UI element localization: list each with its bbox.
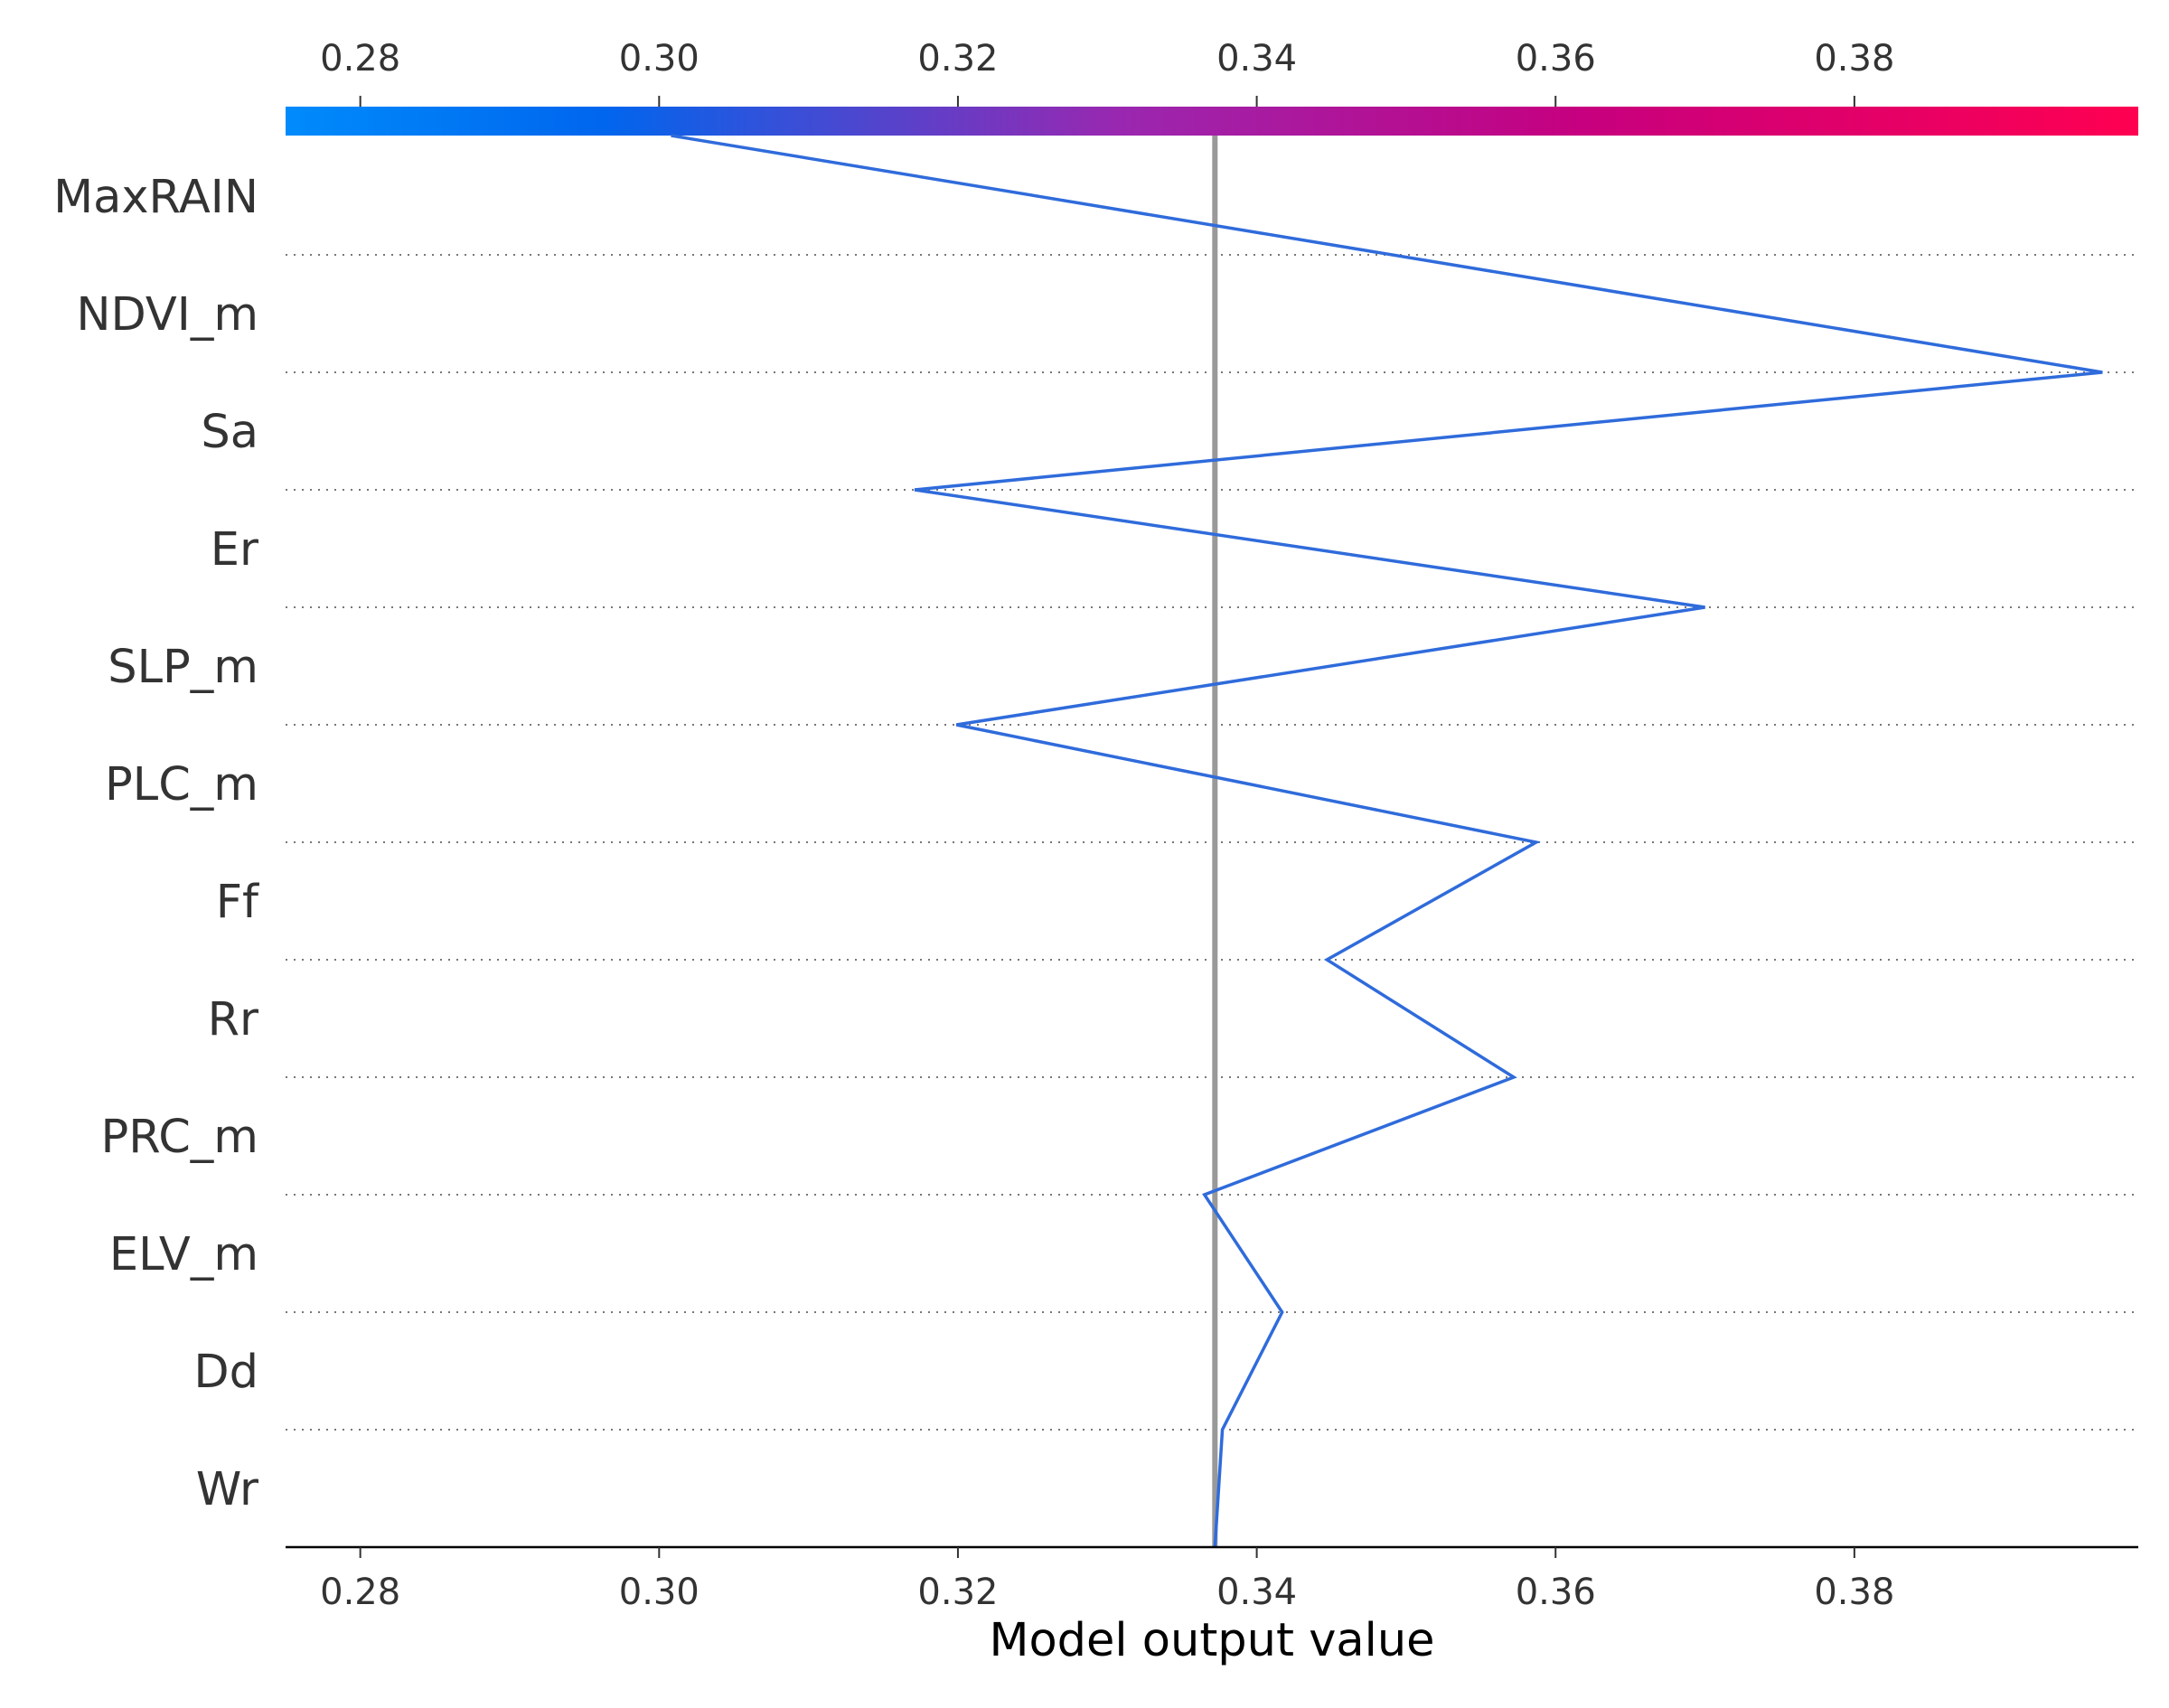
feature-label: NDVI_m <box>76 288 258 342</box>
bottom-tick-labels: 0.28 0.30 0.32 0.34 0.36 0.38 <box>320 1547 1894 1613</box>
decision-path-group <box>671 134 2103 1548</box>
bottom-tick-label: 0.38 <box>1814 1572 1894 1613</box>
feature-label: Dd <box>193 1346 258 1399</box>
colorbar-gradient <box>286 107 2138 136</box>
top-tick-label: 0.38 <box>1814 38 1894 80</box>
decision-path-line <box>671 134 2103 1548</box>
top-tick-label: 0.36 <box>1516 38 1596 80</box>
bottom-tick-label: 0.32 <box>917 1572 998 1613</box>
top-tick-label: 0.32 <box>917 38 998 80</box>
bottom-tick-label: 0.30 <box>619 1572 700 1613</box>
top-tick-labels: 0.28 0.30 0.32 0.34 0.36 0.38 <box>320 38 1894 107</box>
feature-label: Rr <box>208 993 258 1046</box>
feature-label: MaxRAIN <box>53 171 258 224</box>
bottom-tick-label: 0.36 <box>1516 1572 1596 1613</box>
feature-label: SLP_m <box>108 641 258 694</box>
feature-label: Wr <box>196 1463 258 1516</box>
x-axis-title: Model output value <box>989 1614 1434 1667</box>
top-tick-label: 0.30 <box>619 38 700 80</box>
feature-label: PRC_m <box>101 1111 258 1164</box>
feature-label: Er <box>211 523 258 577</box>
feature-labels: MaxRAIN NDVI_m Sa Er SLP_m PLC_m Ff Rr PRC_m ELV_… <box>53 171 259 1516</box>
bottom-tick-label: 0.28 <box>320 1572 400 1613</box>
feature-label: ELV_m <box>109 1228 258 1281</box>
feature-label: PLC_m <box>105 758 258 812</box>
colorbar <box>286 107 2138 136</box>
feature-label: Ff <box>216 876 259 929</box>
top-tick-label: 0.28 <box>320 38 400 80</box>
grid-lines <box>286 254 2138 1431</box>
feature-label: Sa <box>201 406 258 459</box>
top-tick-label: 0.34 <box>1216 38 1297 80</box>
bottom-tick-label: 0.34 <box>1216 1572 1297 1613</box>
